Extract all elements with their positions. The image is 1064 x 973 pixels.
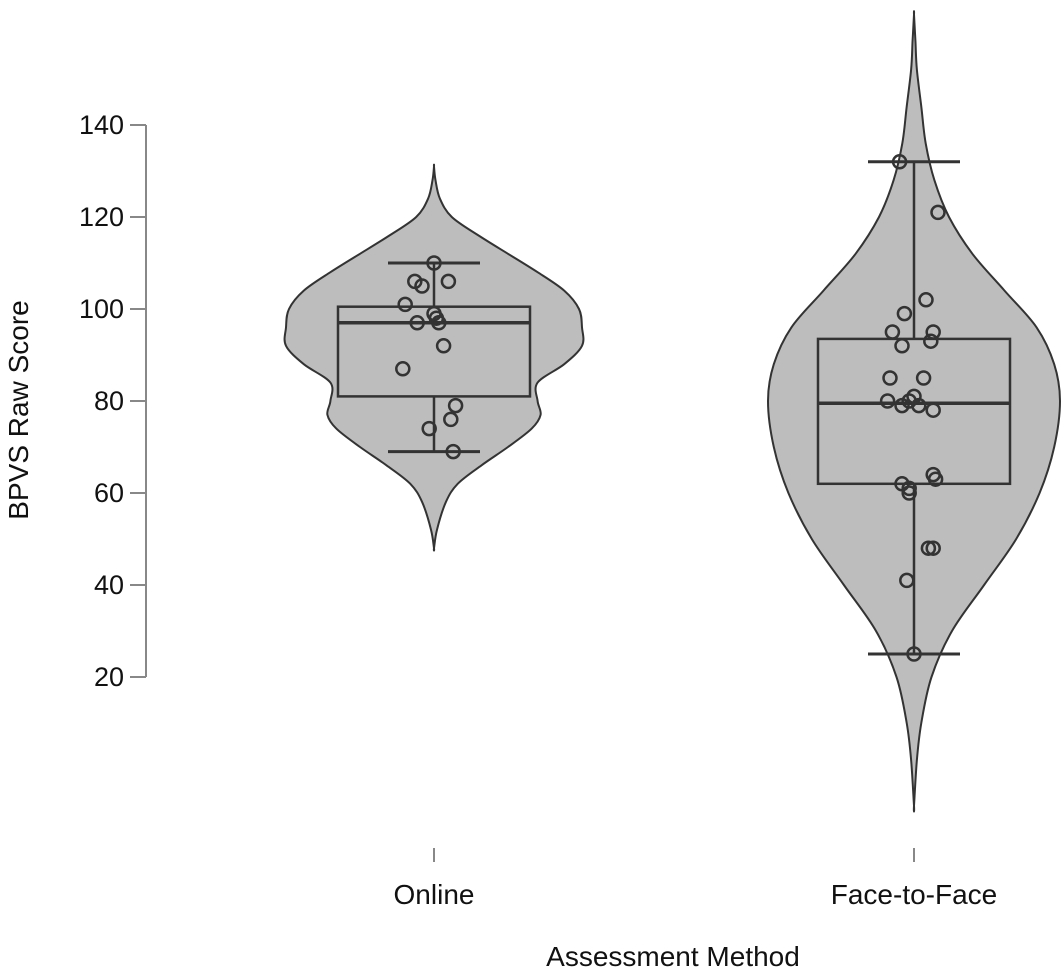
data-point [891,154,908,170]
data-point [884,324,901,340]
y-axis: 20 40 60 80 100 120 140 [79,110,147,692]
data-point [925,402,941,418]
data-point [426,255,442,271]
y-axis-title: BPVS Raw Score [3,300,34,519]
data-point [911,397,927,414]
data-point [445,443,461,460]
data-point [395,361,411,377]
data-point [925,324,941,340]
y-tick-label: 140 [79,110,124,140]
data-point [899,572,915,589]
violin-group [283,163,585,552]
data-point [447,397,464,414]
x-ticks: Online Face-to-Face [394,848,998,910]
data-point [906,646,922,662]
violin-shape [283,163,585,552]
data-point [927,471,944,487]
data-point [879,393,896,409]
data-point [925,540,941,556]
data-point [431,315,447,331]
x-tick-label: Face-to-Face [831,879,998,910]
x-axis-title: Assessment Method [546,941,800,972]
data-point [421,420,437,437]
data-point [901,485,917,501]
data-point [923,333,939,349]
y-tick-label: 40 [94,570,124,600]
y-ticks: 20 40 60 80 100 120 140 [79,110,146,692]
data-point [882,370,898,386]
y-tick-label: 60 [94,478,124,508]
y-tick-label: 100 [79,294,124,324]
data-point [440,273,457,290]
data-point [930,204,946,221]
violin-group [766,10,1062,813]
data-point [409,315,425,331]
data-point [414,278,430,294]
data-point [896,305,913,322]
data-point [443,411,459,428]
data-point [915,370,932,386]
data-point [918,292,934,308]
data-point [397,296,413,313]
x-tick-label: Online [394,879,475,910]
data-point [894,397,910,414]
violin-groups [283,10,1062,813]
data-point [435,338,452,354]
y-tick-label: 120 [79,202,124,232]
y-tick-label: 80 [94,386,124,416]
data-point [894,338,910,354]
data-point [901,480,917,497]
y-tick-label: 20 [94,662,124,692]
data-point [920,540,937,556]
